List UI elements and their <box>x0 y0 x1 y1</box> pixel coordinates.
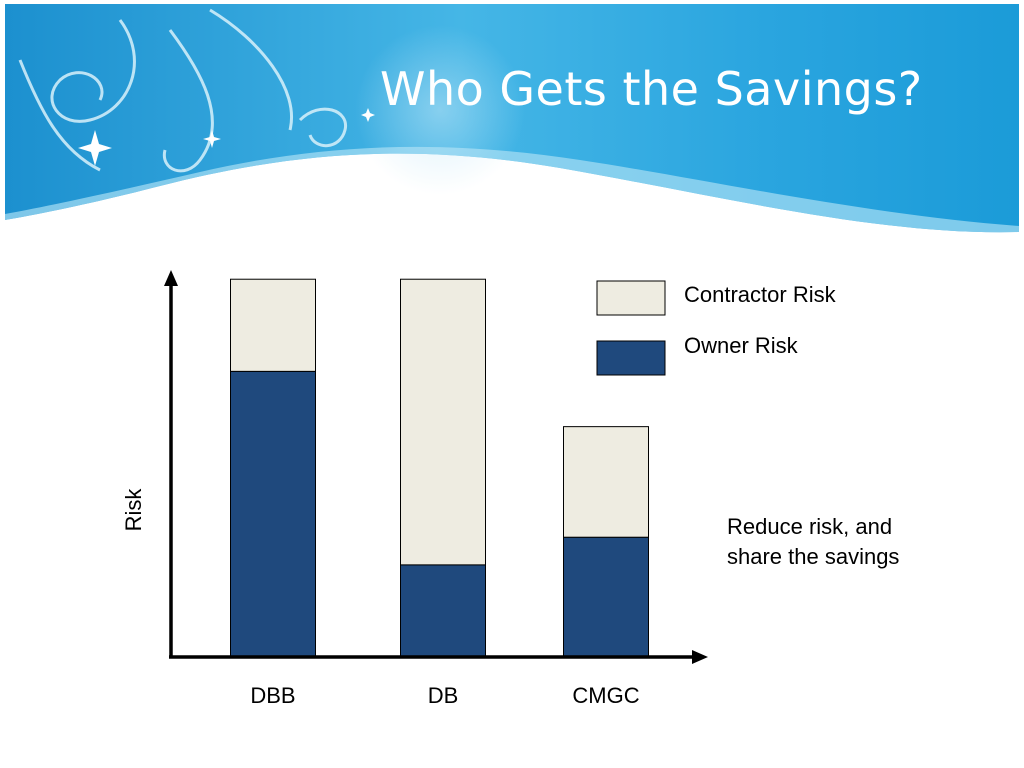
annotation-text: Reduce risk, and share the savings <box>727 512 967 572</box>
bar-cmgc-owner-risk <box>563 536 649 658</box>
legend-label-owner-risk: Owner Risk <box>684 333 798 358</box>
x-tick-labels: DBB DB CMGC <box>250 683 639 708</box>
bar-dbb-contractor-risk <box>230 278 316 372</box>
sparkle-icon <box>78 108 375 166</box>
x-tick-label-db: DB <box>428 683 459 708</box>
bars-layer <box>230 278 649 658</box>
y-axis-label: Risk <box>121 488 146 532</box>
header-banner <box>5 4 1019 233</box>
bar-dbb-owner-risk <box>230 370 316 658</box>
moon-shape <box>355 25 525 195</box>
annotation-line-2: share the savings <box>727 544 900 569</box>
bar-db-contractor-risk <box>400 278 486 566</box>
bar-db-owner-risk <box>400 564 486 658</box>
legend-swatch-contractor-risk <box>596 280 666 316</box>
slide-title: Who Gets the Savings? <box>380 62 923 116</box>
annotation-line-1: Reduce risk, and <box>727 514 893 539</box>
x-tick-label-dbb: DBB <box>250 683 295 708</box>
swirl-decoration <box>18 8 347 173</box>
x-axis-arrow <box>692 650 708 664</box>
bar-cmgc-contractor-risk <box>563 426 649 538</box>
legend-swatch-owner-risk <box>596 340 666 376</box>
y-axis-arrow <box>164 270 178 286</box>
header-wave-highlight <box>5 146 1019 233</box>
legend-label-contractor-risk: Contractor Risk <box>684 282 836 307</box>
x-tick-label-cmgc: CMGC <box>572 683 639 708</box>
